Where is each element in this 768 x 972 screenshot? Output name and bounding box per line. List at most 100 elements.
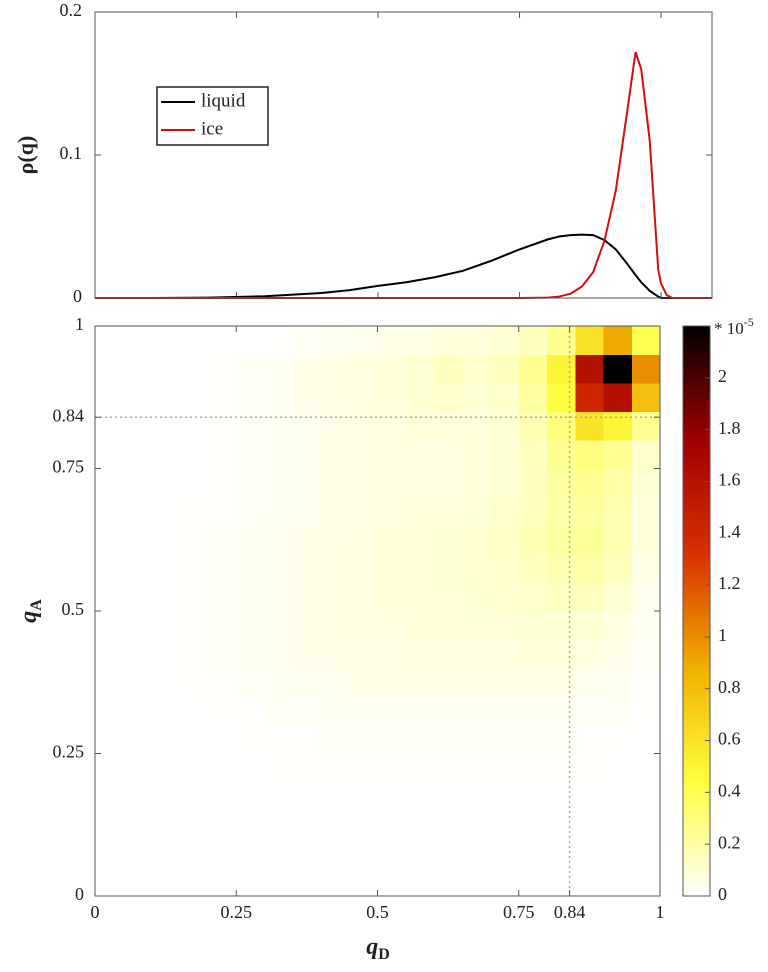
heat-cell: [405, 782, 435, 812]
heat-cell: [603, 326, 633, 356]
heat-cell: [434, 696, 463, 726]
heat-cell: [518, 354, 548, 384]
heat-cell: [236, 611, 266, 641]
heat-cell: [603, 867, 633, 897]
heat-cell: [575, 611, 605, 641]
heat-cell: [95, 525, 124, 555]
heat-cell: [349, 725, 379, 755]
heat-cell: [462, 668, 492, 698]
heat-cell: [179, 354, 209, 384]
heat-cell: [208, 411, 237, 441]
colorbar-tick-label: 0.6: [718, 729, 741, 749]
heat-cell: [208, 440, 237, 470]
heat-cell: [575, 839, 605, 869]
heat-cell: [123, 326, 153, 356]
heat-cell: [236, 525, 266, 555]
heat-cell: [405, 839, 435, 869]
heat-cell: [349, 411, 379, 441]
heat-cell: [631, 867, 661, 897]
heat-cell: [349, 753, 379, 783]
y-tick-label: 0.5: [62, 599, 85, 619]
heat-cell: [462, 468, 492, 498]
heat-cell: [321, 582, 350, 612]
heat-cell: [434, 497, 463, 527]
heat-cell: [405, 639, 435, 669]
heat-cell: [292, 753, 322, 783]
heat-cell: [321, 326, 350, 356]
heat-cell: [151, 582, 181, 612]
heat-cell: [123, 753, 153, 783]
heat-cell: [575, 582, 605, 612]
heat-cell: [321, 554, 350, 584]
heat-cell: [377, 839, 407, 869]
heat-cell: [518, 639, 548, 669]
heat-cell: [377, 668, 407, 698]
x-label-main: q: [366, 934, 378, 960]
heat-cell: [434, 867, 463, 897]
heat-cell: [603, 468, 633, 498]
heat-cell: [434, 639, 463, 669]
heat-cell: [462, 725, 492, 755]
heat-cell: [405, 725, 435, 755]
heat-cell: [490, 497, 520, 527]
heat-cell: [349, 440, 379, 470]
heat-cell: [236, 696, 266, 726]
heat-cell: [377, 554, 407, 584]
heat-cell: [349, 383, 379, 413]
heat-cell: [321, 668, 350, 698]
heat-cell: [490, 839, 520, 869]
heat-cell: [179, 411, 209, 441]
heat-cell: [321, 639, 350, 669]
heat-cell: [434, 611, 463, 641]
heat-cell: [264, 611, 294, 641]
heat-cell: [321, 696, 350, 726]
heat-cell: [377, 782, 407, 812]
heat-cell: [462, 525, 492, 555]
heat-cell: [236, 440, 266, 470]
heat-cell: [208, 468, 237, 498]
heat-cell: [490, 725, 520, 755]
heat-cell: [575, 525, 605, 555]
heat-cell: [377, 696, 407, 726]
colorbar-tick-label: 0.2: [718, 832, 741, 852]
heat-cell: [434, 525, 463, 555]
heat-cell: [349, 782, 379, 812]
heat-cell: [405, 525, 435, 555]
heat-cell: [179, 383, 209, 413]
heat-cell: [575, 383, 605, 413]
heat-cell: [405, 867, 435, 897]
heat-cell: [575, 810, 605, 840]
heat-cell: [518, 525, 548, 555]
heat-cell: [547, 696, 576, 726]
heat-cell: [292, 525, 322, 555]
x-tick-label: 0.25: [221, 902, 253, 922]
heat-cell: [547, 753, 576, 783]
heat-cell: [518, 839, 548, 869]
heat-cell: [631, 725, 661, 755]
heat-cell: [95, 468, 124, 498]
heat-cell: [631, 554, 661, 584]
heat-cell: [264, 725, 294, 755]
colorbar: [682, 325, 711, 897]
heat-cell: [405, 497, 435, 527]
heat-cell: [208, 582, 237, 612]
heat-cell: [264, 839, 294, 869]
heat-cell: [292, 497, 322, 527]
heat-cell: [264, 582, 294, 612]
heat-cell: [631, 383, 661, 413]
heat-cell: [236, 725, 266, 755]
heat-cell: [631, 440, 661, 470]
heat-cell: [575, 326, 605, 356]
y-tick-label: 0: [73, 286, 82, 306]
heat-cell: [151, 440, 181, 470]
heat-cell: [547, 440, 576, 470]
heat-cell: [179, 554, 209, 584]
heat-cell: [208, 354, 237, 384]
heat-cell: [603, 839, 633, 869]
heat-cell: [377, 725, 407, 755]
heat-cell: [321, 468, 350, 498]
heat-cell: [462, 497, 492, 527]
heat-cell: [462, 639, 492, 669]
heat-cell: [95, 668, 124, 698]
heat-cell: [321, 497, 350, 527]
